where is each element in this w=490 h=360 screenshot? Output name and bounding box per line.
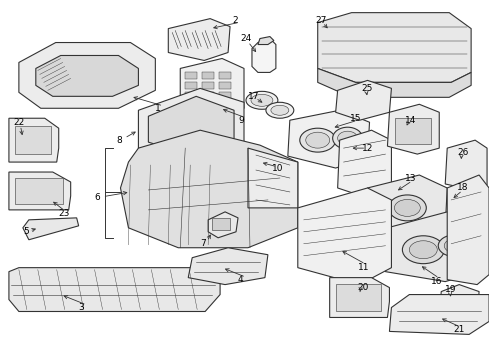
Bar: [202, 102, 214, 109]
Bar: [202, 92, 214, 99]
Ellipse shape: [246, 91, 278, 109]
Bar: [15, 178, 63, 204]
Text: 24: 24: [240, 34, 251, 43]
Ellipse shape: [389, 195, 426, 221]
Ellipse shape: [402, 236, 444, 264]
Bar: [185, 82, 197, 89]
Polygon shape: [188, 248, 268, 285]
Text: 26: 26: [457, 148, 468, 157]
Polygon shape: [439, 285, 479, 324]
Polygon shape: [208, 212, 238, 238]
Text: 8: 8: [117, 136, 122, 145]
Ellipse shape: [438, 235, 472, 257]
Bar: [15, 126, 51, 154]
Bar: [185, 92, 197, 99]
Polygon shape: [9, 172, 71, 210]
Polygon shape: [447, 175, 489, 285]
Text: 16: 16: [431, 277, 443, 286]
Bar: [212, 218, 230, 230]
Ellipse shape: [266, 102, 294, 118]
Text: 4: 4: [238, 275, 244, 284]
Text: 3: 3: [78, 303, 84, 312]
Bar: [219, 72, 231, 80]
Text: 10: 10: [272, 163, 283, 172]
Text: 27: 27: [316, 16, 327, 25]
Bar: [202, 82, 214, 89]
Polygon shape: [386, 212, 479, 282]
Text: 15: 15: [349, 114, 361, 123]
Polygon shape: [9, 118, 59, 162]
Bar: [219, 82, 231, 89]
Text: 6: 6: [95, 193, 100, 202]
Polygon shape: [336, 80, 392, 120]
Ellipse shape: [333, 127, 363, 149]
Polygon shape: [338, 130, 392, 198]
Text: 20: 20: [358, 283, 369, 292]
Text: 1: 1: [155, 104, 161, 113]
Polygon shape: [23, 218, 78, 240]
Polygon shape: [9, 268, 220, 311]
Text: 11: 11: [358, 263, 369, 272]
Bar: [447, 298, 469, 315]
Ellipse shape: [300, 128, 336, 152]
Polygon shape: [121, 130, 298, 248]
Text: 21: 21: [453, 325, 465, 334]
Polygon shape: [366, 175, 447, 238]
Ellipse shape: [306, 132, 330, 148]
Ellipse shape: [338, 131, 358, 145]
Text: 5: 5: [23, 227, 28, 236]
Text: 2: 2: [232, 16, 238, 25]
Bar: [202, 72, 214, 80]
Polygon shape: [148, 96, 234, 156]
Polygon shape: [288, 110, 369, 168]
Ellipse shape: [394, 199, 420, 216]
Text: 23: 23: [59, 210, 70, 219]
Polygon shape: [180, 58, 244, 118]
Text: 7: 7: [200, 239, 206, 248]
Text: 22: 22: [13, 118, 24, 127]
Bar: [395, 118, 431, 144]
Polygon shape: [318, 68, 471, 97]
Polygon shape: [36, 55, 138, 96]
Ellipse shape: [271, 105, 289, 115]
Polygon shape: [138, 88, 244, 162]
Text: 12: 12: [362, 144, 373, 153]
Bar: [185, 102, 197, 109]
Polygon shape: [258, 37, 274, 45]
Polygon shape: [298, 188, 392, 285]
Polygon shape: [168, 19, 230, 60]
Polygon shape: [330, 278, 390, 318]
Polygon shape: [248, 148, 298, 208]
Text: 9: 9: [238, 116, 244, 125]
Text: 25: 25: [362, 84, 373, 93]
Text: 17: 17: [248, 92, 260, 101]
Text: 18: 18: [457, 184, 468, 193]
Ellipse shape: [409, 241, 437, 259]
Text: 14: 14: [405, 116, 417, 125]
Polygon shape: [318, 13, 471, 82]
Polygon shape: [445, 140, 487, 190]
Polygon shape: [252, 39, 276, 72]
Bar: [219, 92, 231, 99]
Bar: [185, 72, 197, 80]
Polygon shape: [390, 294, 489, 334]
Bar: [336, 284, 382, 311]
Text: 13: 13: [405, 174, 417, 183]
Text: 19: 19: [445, 285, 457, 294]
Polygon shape: [19, 42, 155, 108]
Bar: [219, 102, 231, 109]
Ellipse shape: [251, 94, 273, 106]
Polygon shape: [388, 104, 439, 154]
Ellipse shape: [444, 239, 466, 253]
